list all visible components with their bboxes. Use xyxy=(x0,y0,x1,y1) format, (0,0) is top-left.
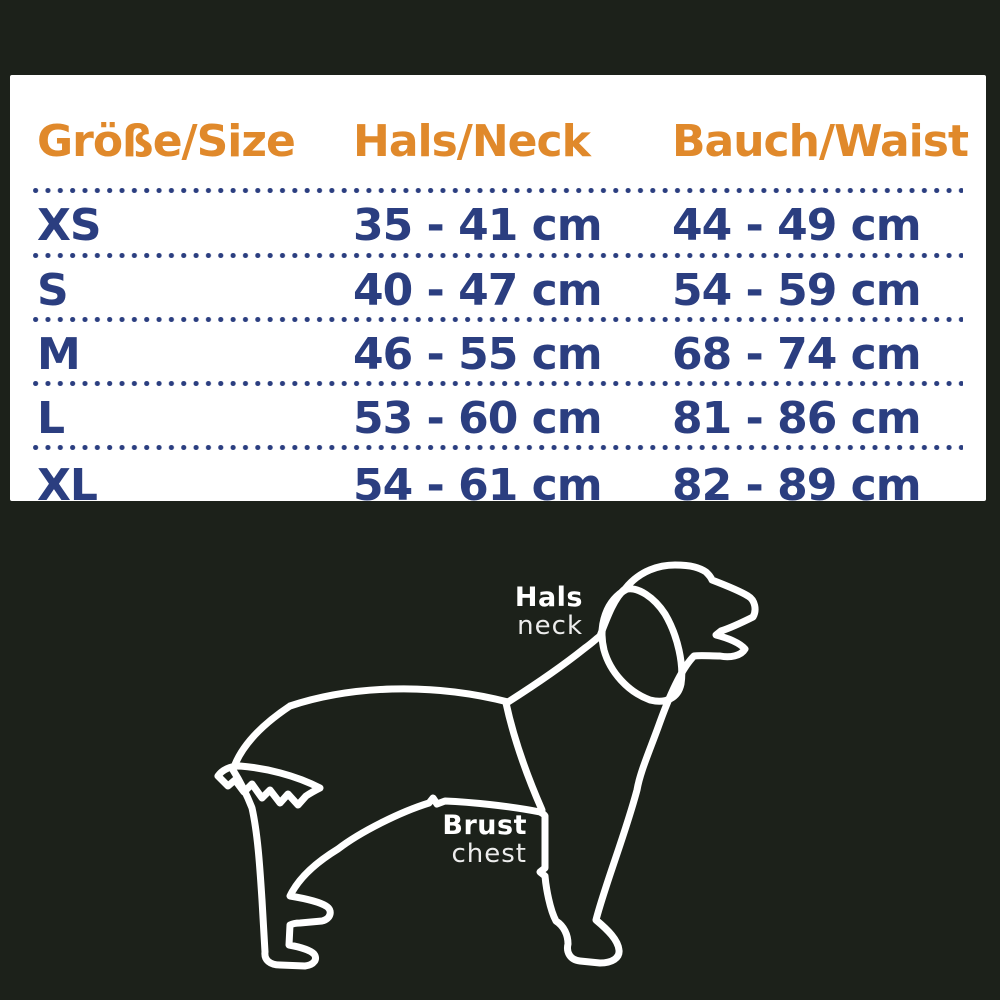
chest-label-en: chest xyxy=(451,839,527,870)
dog-ear-icon xyxy=(598,585,686,705)
dotted-divider xyxy=(33,253,963,258)
neck-cell: 46 - 55 cm xyxy=(353,328,603,380)
column-header-neck: Hals/Neck xyxy=(353,115,591,167)
size-table: Größe/Size Hals/Neck Bauch/Waist XS 35 -… xyxy=(10,75,986,508)
dotted-divider xyxy=(33,317,963,322)
neck-label: Hals neck xyxy=(515,583,583,640)
size-cell: XS xyxy=(37,200,102,251)
neck-cell: 53 - 60 cm xyxy=(353,392,603,444)
dotted-divider xyxy=(33,188,963,193)
table-row-xs: XS 35 - 41 cm 44 - 49 cm xyxy=(10,193,986,253)
size-cell: XL xyxy=(37,460,98,511)
neck-cell: 35 - 41 cm xyxy=(353,200,603,251)
size-cell: S xyxy=(37,264,69,316)
waist-cell: 44 - 49 cm xyxy=(672,200,922,251)
column-header-waist: Bauch/Waist xyxy=(672,115,969,167)
waist-cell: 81 - 86 cm xyxy=(672,392,922,444)
table-row-m: M 46 - 55 cm 68 - 74 cm xyxy=(10,322,986,381)
table-row-l: L 53 - 60 cm 81 - 86 cm xyxy=(10,386,986,445)
dotted-divider xyxy=(33,381,963,386)
dog-measurement-diagram xyxy=(214,561,759,970)
chest-measure-line-icon xyxy=(502,699,546,814)
waist-cell: 68 - 74 cm xyxy=(672,328,922,380)
size-cell: L xyxy=(37,392,65,444)
dog-tail-icon xyxy=(214,762,324,809)
dog-body-outline-icon xyxy=(229,561,759,970)
neck-cell: 40 - 47 cm xyxy=(353,264,603,316)
neck-label-en: neck xyxy=(517,611,583,642)
dotted-divider xyxy=(33,445,963,450)
neck-label-de: Hals xyxy=(514,582,583,613)
column-header-size: Größe/Size xyxy=(37,115,296,167)
chest-label: Brust chest xyxy=(442,811,527,868)
waist-cell: 82 - 89 cm xyxy=(672,460,922,511)
size-cell: M xyxy=(37,328,81,380)
waist-cell: 54 - 59 cm xyxy=(672,264,922,316)
table-row-xl: XL 54 - 61 cm 82 - 89 cm xyxy=(10,450,986,516)
size-table-header-row: Größe/Size Hals/Neck Bauch/Waist xyxy=(10,75,986,188)
neck-cell: 54 - 61 cm xyxy=(353,460,603,511)
table-row-s: S 40 - 47 cm 54 - 59 cm xyxy=(10,258,986,317)
chest-label-de: Brust xyxy=(442,810,527,841)
